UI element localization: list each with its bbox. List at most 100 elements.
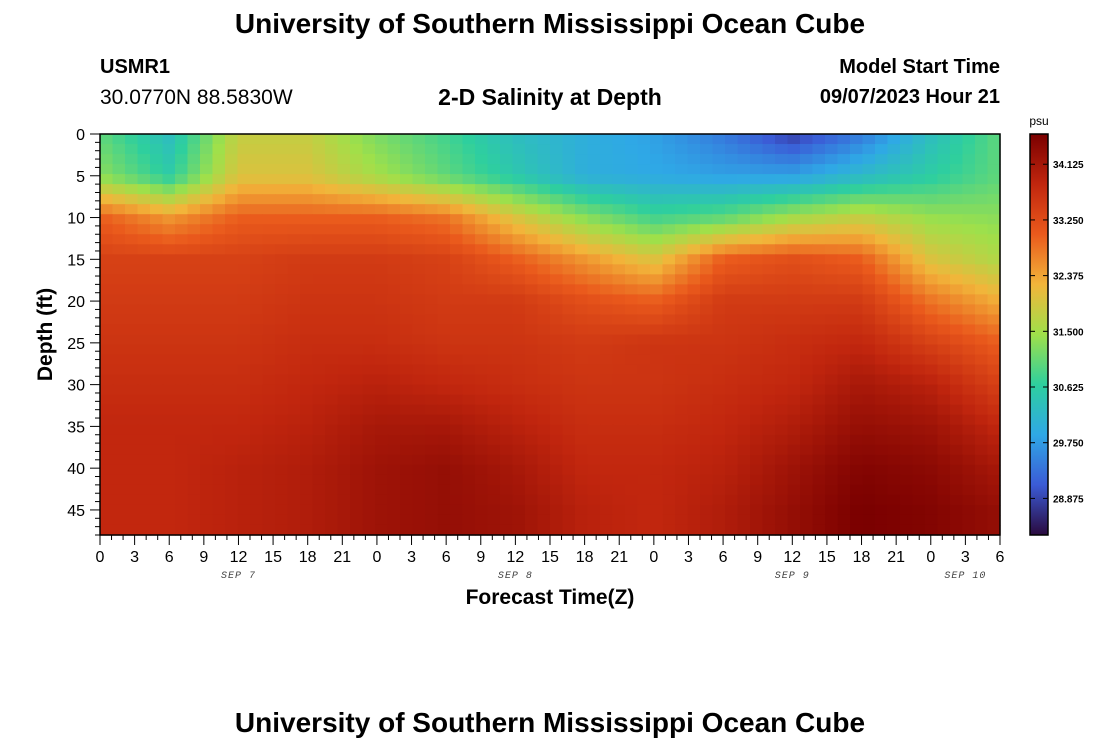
- heatmap-cell: [575, 234, 589, 245]
- heatmap-cell: [662, 354, 676, 366]
- heatmap-cell: [912, 294, 926, 306]
- heatmap-cell: [625, 394, 639, 406]
- heatmap-cell: [700, 194, 714, 205]
- heatmap-cell: [187, 164, 201, 175]
- colorbar: psu 34.12533.25032.37531.50030.62529.750…: [1029, 114, 1084, 536]
- heatmap-cell: [437, 144, 451, 155]
- heatmap-cell: [737, 354, 751, 366]
- date-label: SEP 8: [498, 571, 533, 582]
- heatmap-cell: [812, 374, 826, 386]
- heatmap-cell: [725, 234, 739, 245]
- heatmap-cell: [300, 324, 314, 336]
- heatmap-cell: [212, 404, 226, 416]
- heatmap-cell: [112, 194, 126, 205]
- heatmap-cell: [687, 414, 701, 426]
- heatmap-cell: [825, 184, 839, 195]
- heatmap-cell: [912, 304, 926, 316]
- heatmap-cell: [187, 294, 201, 306]
- heatmap-cell: [612, 314, 626, 326]
- heatmap-cell: [562, 424, 576, 436]
- heatmap-cell: [225, 134, 239, 145]
- heatmap-cell: [587, 294, 601, 306]
- heatmap-cell: [812, 144, 826, 155]
- heatmap-cell: [537, 244, 551, 255]
- heatmap-cell: [287, 494, 301, 506]
- heatmap-cell: [262, 444, 276, 456]
- heatmap-cell: [512, 434, 526, 446]
- heatmap-cell: [450, 474, 464, 486]
- heatmap-cell: [687, 434, 701, 446]
- heatmap-cell: [300, 194, 314, 205]
- heatmap-cell: [112, 524, 126, 536]
- heatmap-cell: [162, 234, 176, 245]
- heatmap-cell: [487, 244, 501, 255]
- heatmap-cell: [862, 524, 876, 536]
- colorbar-tick-label: 29.750: [1053, 439, 1084, 450]
- heatmap-cell: [675, 394, 689, 406]
- heatmap-cell: [337, 214, 351, 225]
- heatmap-cell: [312, 484, 326, 496]
- heatmap-cell: [187, 334, 201, 346]
- heatmap-cell: [412, 514, 426, 526]
- heatmap-cell: [200, 234, 214, 245]
- heatmap-cell: [350, 244, 364, 255]
- heatmap-cell: [725, 384, 739, 396]
- heatmap-cell: [612, 504, 626, 516]
- heatmap-cell: [600, 424, 614, 436]
- heatmap-cell: [737, 184, 751, 195]
- heatmap-cell: [350, 224, 364, 235]
- heatmap-cell: [150, 524, 164, 536]
- heatmap-cell: [925, 264, 939, 275]
- heatmap-cell: [150, 274, 164, 285]
- heatmap-cell: [162, 364, 176, 376]
- x-tick-label: 15: [818, 549, 836, 566]
- heatmap-cell: [425, 494, 439, 506]
- heatmap-cell: [312, 274, 326, 285]
- heatmap-cell: [162, 444, 176, 456]
- heatmap-cell: [837, 364, 851, 376]
- heatmap-cell: [212, 154, 226, 165]
- heatmap-cell: [200, 214, 214, 225]
- heatmap-cell: [712, 274, 726, 285]
- heatmap-cell: [500, 474, 514, 486]
- heatmap-cell: [975, 184, 989, 195]
- heatmap-cell: [625, 374, 639, 386]
- x-tick-label: 9: [476, 549, 485, 566]
- heatmap-cell: [250, 414, 264, 426]
- heatmap-cell: [375, 174, 389, 185]
- heatmap-cell: [625, 364, 639, 376]
- heatmap-cell: [850, 424, 864, 436]
- heatmap-cell: [550, 234, 564, 245]
- heatmap-cell: [625, 414, 639, 426]
- heatmap-cell: [737, 404, 751, 416]
- heatmap-cell: [675, 414, 689, 426]
- heatmap-cell: [975, 224, 989, 235]
- heatmap-cell: [412, 154, 426, 165]
- heatmap-cell: [837, 404, 851, 416]
- heatmap-cell: [275, 394, 289, 406]
- heatmap-cell: [300, 164, 314, 175]
- heatmap-cell: [837, 374, 851, 386]
- heatmap-cell: [612, 444, 626, 456]
- heatmap-cell: [662, 504, 676, 516]
- heatmap-cell: [325, 474, 339, 486]
- heatmap-cell: [687, 474, 701, 486]
- y-tick-label: 30: [67, 378, 85, 395]
- heatmap-cell: [400, 524, 414, 536]
- heatmap-cell: [750, 424, 764, 436]
- heatmap-cell: [912, 274, 926, 285]
- heatmap-cell: [800, 344, 814, 356]
- heatmap-cell: [350, 194, 364, 205]
- heatmap-cell: [625, 244, 639, 255]
- heatmap-cell: [550, 214, 564, 225]
- heatmap-cell: [687, 154, 701, 165]
- heatmap-cell: [462, 494, 476, 506]
- heatmap-cell: [987, 154, 1001, 165]
- heatmap-cell: [712, 304, 726, 316]
- heatmap-cell: [387, 374, 401, 386]
- heatmap-cell: [887, 144, 901, 155]
- heatmap-cell: [700, 424, 714, 436]
- x-tick-label: 3: [407, 549, 416, 566]
- heatmap-cell: [875, 484, 889, 496]
